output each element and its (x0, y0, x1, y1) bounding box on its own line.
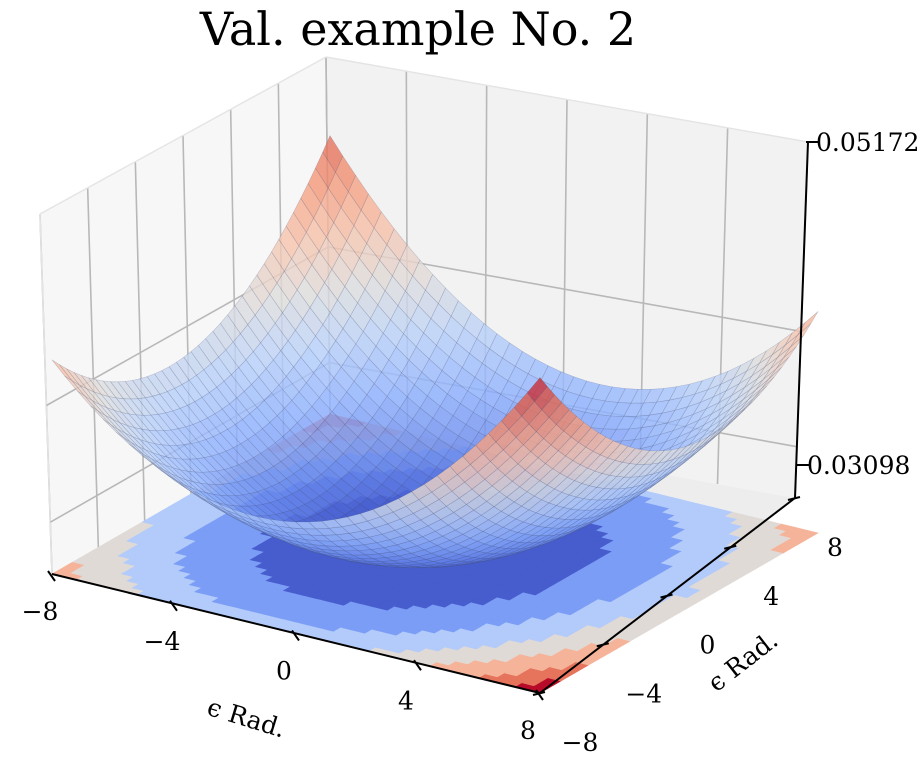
surface-facet (673, 443, 694, 460)
surface-facet (629, 449, 650, 465)
y-tick (532, 691, 546, 696)
contour-cell (797, 529, 819, 538)
surface-facet (724, 409, 746, 429)
z-tick-label: 0.05172 (816, 128, 917, 157)
gridline (134, 161, 146, 521)
surface-facet (607, 443, 629, 461)
tick-labels: −8 −4 0 4 8 −8 −4 0 4 8 0.03098 0.05172 (22, 128, 917, 757)
chart-title: Val. example No. 2 (199, 2, 636, 56)
surface-facet (702, 427, 724, 446)
surface-facet (578, 427, 599, 448)
y-tick (660, 593, 673, 599)
surface-facet (761, 367, 782, 390)
y-tick-label: −8 (562, 728, 599, 757)
x-tick (47, 570, 56, 582)
y-tick (787, 496, 801, 501)
x-tick-label: 0 (276, 657, 292, 686)
y-tick-label: 0 (700, 631, 716, 660)
pane-edge (325, 56, 809, 143)
surface-facet (658, 448, 680, 464)
y-tick-label: 8 (827, 533, 843, 562)
pane-edge (39, 213, 53, 575)
surface-facet (651, 449, 672, 465)
x-tick-label: −8 (22, 597, 59, 626)
x-axis-line (51, 573, 541, 694)
gridline (86, 187, 100, 548)
x-tick (413, 659, 422, 671)
x-tick (535, 689, 544, 701)
x-axis-label: ϵ Rad. (204, 692, 289, 743)
surface-facet (709, 421, 731, 441)
x-tick-label: 8 (520, 716, 536, 745)
surface-facet (687, 436, 709, 454)
y-tick (724, 544, 737, 550)
x-tick-label: 4 (398, 686, 414, 715)
surface-facet (548, 402, 570, 425)
x-tick-label: −4 (144, 627, 181, 656)
surface-mesh (51, 135, 819, 569)
pane-edge (39, 56, 327, 215)
x-tick (291, 629, 300, 642)
x-tick (169, 600, 178, 612)
y-tick-label: 4 (763, 582, 779, 611)
z-tick-label: 0.03098 (807, 451, 910, 480)
surface-facet (782, 335, 804, 359)
surface-facet (600, 440, 621, 459)
y-tick (596, 642, 609, 648)
surface-facet (526, 377, 548, 402)
surface-facet (534, 386, 555, 411)
z-axis-line (794, 141, 809, 499)
surface-facet (570, 422, 592, 443)
y-tick-label: −4 (625, 679, 662, 708)
